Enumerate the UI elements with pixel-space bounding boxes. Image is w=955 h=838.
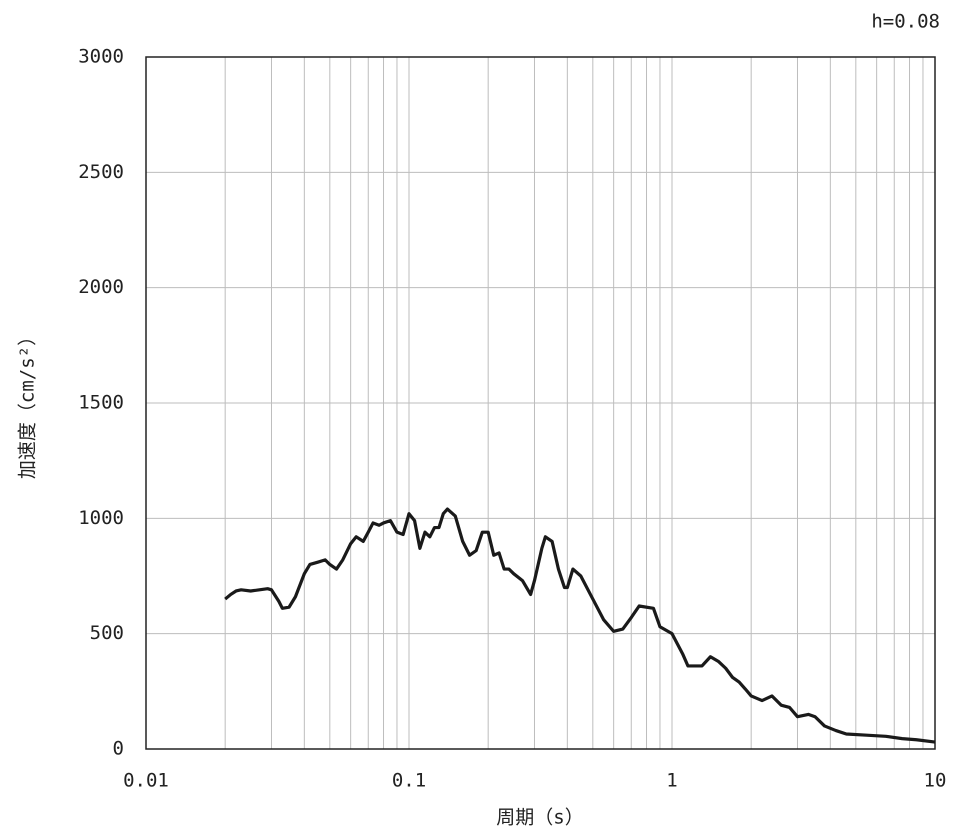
x-tick-label: 0.1 (392, 770, 426, 792)
y-tick-label: 3000 (78, 46, 124, 68)
x-tick-label: 10 (924, 770, 947, 792)
plot-frame (145, 56, 936, 750)
x-axis-label: 周期（s） (496, 807, 583, 829)
y-tick-label: 0 (113, 738, 124, 760)
x-tick-label: 1 (666, 770, 677, 792)
y-tick-label: 2500 (78, 161, 124, 183)
y-tick-label: 500 (90, 622, 124, 644)
x-tick-label: 0.01 (123, 770, 169, 792)
data-line (224, 507, 936, 744)
y-tick-label: 1000 (78, 507, 124, 529)
y-tick-label: 2000 (78, 276, 124, 298)
y-tick-label: 1500 (78, 392, 124, 414)
annotation: h=0.08 (871, 11, 940, 33)
y-axis-label: 加速度（cm/s²） (17, 327, 39, 479)
